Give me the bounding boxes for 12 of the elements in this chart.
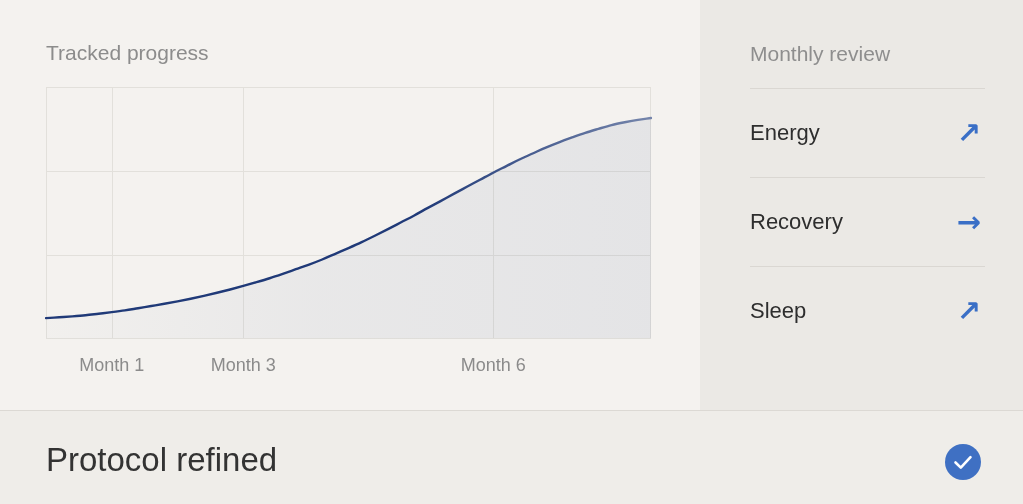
text: ↗: [956, 293, 981, 328]
x-tick-label: Month 6: [460, 355, 526, 376]
text: →: [956, 204, 981, 239]
text: ↗: [956, 115, 981, 150]
chart-title: Tracked progress: [46, 41, 209, 65]
x-tick-label: Month 1: [79, 355, 145, 376]
x-tick-label: Month 3: [210, 355, 276, 376]
category-label: Sleep: [750, 298, 807, 324]
category-label: Recovery: [750, 209, 843, 235]
text: Monthly review: [750, 41, 891, 67]
text: Protocol refined: [46, 440, 278, 479]
category-label: Energy: [750, 120, 820, 146]
